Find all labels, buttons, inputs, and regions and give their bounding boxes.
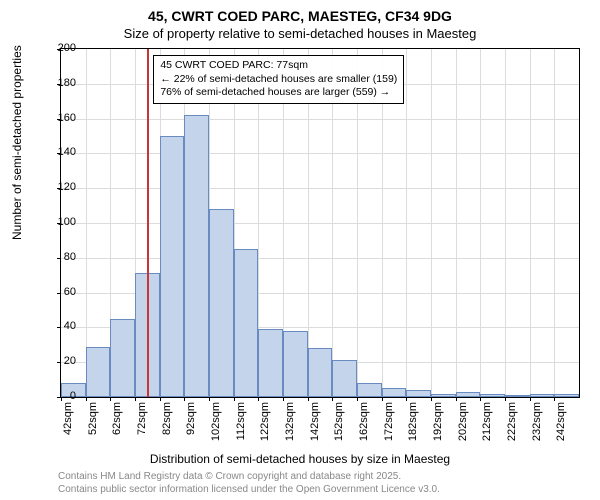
xtick-label: 82sqm xyxy=(161,402,173,442)
xtick-label: 162sqm xyxy=(358,402,370,442)
gridline-h xyxy=(61,119,579,120)
ytick-label: 20 xyxy=(46,355,76,367)
chart-title-line2: Size of property relative to semi-detach… xyxy=(0,26,600,41)
chart-container: 45, CWRT COED PARC, MAESTEG, CF34 9DG Si… xyxy=(0,0,600,500)
histogram-bar xyxy=(283,331,308,397)
ytick-label: 180 xyxy=(46,77,76,89)
ytick-label: 80 xyxy=(46,251,76,263)
xtick-mark xyxy=(184,397,185,401)
xtick-mark xyxy=(160,397,161,401)
xtick-label: 42sqm xyxy=(62,402,74,442)
gridline-v xyxy=(406,49,407,397)
xtick-mark xyxy=(456,397,457,401)
xtick-mark xyxy=(332,397,333,401)
histogram-bar xyxy=(382,388,407,397)
y-axis-label: Number of semi-detached properties xyxy=(10,45,24,240)
xtick-mark xyxy=(308,397,309,401)
xtick-label: 232sqm xyxy=(531,402,543,442)
histogram-bar xyxy=(480,394,505,397)
histogram-bar xyxy=(554,394,579,397)
gridline-h xyxy=(61,188,579,189)
plot-area: 45 CWRT COED PARC: 77sqm← 22% of semi-de… xyxy=(60,48,580,398)
chart-title-line1: 45, CWRT COED PARC, MAESTEG, CF34 9DG xyxy=(0,8,600,24)
xtick-label: 152sqm xyxy=(333,402,345,442)
ytick-label: 40 xyxy=(46,320,76,332)
xtick-label: 202sqm xyxy=(457,402,469,442)
xtick-mark xyxy=(431,397,432,401)
histogram-bar xyxy=(160,136,185,397)
histogram-bar xyxy=(332,360,357,397)
ytick-label: 140 xyxy=(46,146,76,158)
xtick-label: 212sqm xyxy=(481,402,493,442)
annotation-box: 45 CWRT COED PARC: 77sqm← 22% of semi-de… xyxy=(153,55,404,104)
histogram-bar xyxy=(431,394,456,397)
xtick-mark xyxy=(110,397,111,401)
xtick-label: 192sqm xyxy=(432,402,444,442)
histogram-bar xyxy=(505,395,530,397)
ytick-label: 100 xyxy=(46,216,76,228)
footer-line2: Contains public sector information licen… xyxy=(58,484,440,497)
reference-line xyxy=(147,49,149,397)
gridline-v xyxy=(86,49,87,397)
ytick-label: 120 xyxy=(46,181,76,193)
x-axis-label: Distribution of semi-detached houses by … xyxy=(0,452,600,466)
ytick-label: 200 xyxy=(46,42,76,54)
xtick-mark xyxy=(234,397,235,401)
annotation-line1: 45 CWRT COED PARC: 77sqm xyxy=(160,59,397,73)
histogram-bar xyxy=(110,319,135,397)
xtick-label: 72sqm xyxy=(136,402,148,442)
footer-attribution: Contains HM Land Registry data © Crown c… xyxy=(58,471,440,496)
xtick-label: 112sqm xyxy=(235,402,247,442)
histogram-bar xyxy=(406,390,431,397)
xtick-label: 172sqm xyxy=(383,402,395,442)
histogram-bar xyxy=(357,383,382,397)
xtick-mark xyxy=(135,397,136,401)
xtick-mark xyxy=(258,397,259,401)
footer-line1: Contains HM Land Registry data © Crown c… xyxy=(58,471,440,484)
histogram-bar xyxy=(456,392,481,397)
xtick-mark xyxy=(86,397,87,401)
histogram-bar xyxy=(209,209,234,397)
xtick-mark xyxy=(382,397,383,401)
gridline-h xyxy=(61,258,579,259)
xtick-mark xyxy=(554,397,555,401)
xtick-mark xyxy=(530,397,531,401)
xtick-mark xyxy=(406,397,407,401)
annotation-line3: 76% of semi-detached houses are larger (… xyxy=(160,86,397,100)
xtick-label: 122sqm xyxy=(259,402,271,442)
histogram-bar xyxy=(530,394,555,397)
xtick-label: 132sqm xyxy=(284,402,296,442)
gridline-v xyxy=(431,49,432,397)
histogram-bar xyxy=(86,347,111,397)
xtick-label: 142sqm xyxy=(309,402,321,442)
gridline-v xyxy=(456,49,457,397)
gridline-h xyxy=(61,153,579,154)
histogram-bar xyxy=(308,348,333,397)
xtick-mark xyxy=(480,397,481,401)
gridline-v xyxy=(554,49,555,397)
xtick-label: 222sqm xyxy=(506,402,518,442)
xtick-label: 182sqm xyxy=(407,402,419,442)
gridline-h xyxy=(61,223,579,224)
ytick-label: 0 xyxy=(46,390,76,402)
gridline-v xyxy=(505,49,506,397)
xtick-mark xyxy=(505,397,506,401)
xtick-label: 62sqm xyxy=(111,402,123,442)
gridline-v xyxy=(480,49,481,397)
histogram-bar xyxy=(258,329,283,397)
ytick-label: 160 xyxy=(46,112,76,124)
xtick-label: 92sqm xyxy=(185,402,197,442)
annotation-line2: ← 22% of semi-detached houses are smalle… xyxy=(160,73,397,87)
histogram-bar xyxy=(184,115,209,397)
histogram-bar xyxy=(234,249,259,397)
xtick-label: 242sqm xyxy=(555,402,567,442)
gridline-v xyxy=(530,49,531,397)
xtick-mark xyxy=(357,397,358,401)
xtick-mark xyxy=(209,397,210,401)
xtick-label: 102sqm xyxy=(210,402,222,442)
xtick-label: 52sqm xyxy=(87,402,99,442)
ytick-label: 60 xyxy=(46,286,76,298)
xtick-mark xyxy=(283,397,284,401)
